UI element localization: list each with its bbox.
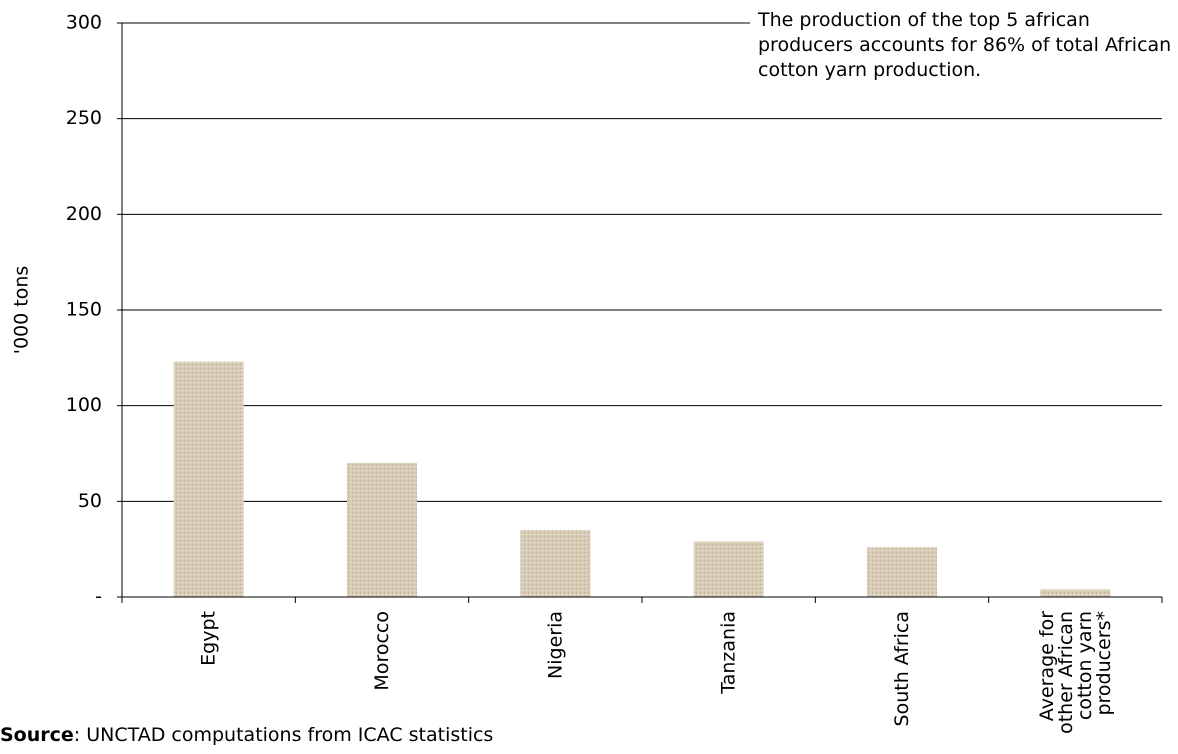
bar xyxy=(347,463,417,597)
y-tick-label: 50 xyxy=(78,490,102,512)
x-tick-label: South Africa xyxy=(891,611,913,726)
source: Source: UNCTAD computations from ICAC st… xyxy=(0,724,493,746)
x-tick-label: Morocco xyxy=(371,611,393,691)
x-tick-label: Tanzania xyxy=(718,611,740,695)
source-label: Source xyxy=(0,724,74,746)
x-tick-label: Egypt xyxy=(198,611,220,666)
x-tick-label: Average forother Africancotton yarnprodu… xyxy=(1036,611,1115,734)
y-tick-label: 250 xyxy=(66,107,102,129)
annotation: The production of the top 5 african prod… xyxy=(750,8,1178,83)
bar xyxy=(173,361,244,597)
y-tick-label: 300 xyxy=(66,12,102,34)
bar xyxy=(693,541,764,597)
y-axis-label: '000 tons xyxy=(11,266,33,355)
y-tick-label: 150 xyxy=(66,299,102,321)
bar xyxy=(867,547,937,597)
x-tick-label: Nigeria xyxy=(544,611,566,679)
y-tick-label: - xyxy=(95,586,102,608)
y-tick-label: 100 xyxy=(66,394,102,416)
source-text: : UNCTAD computations from ICAC statisti… xyxy=(73,724,494,746)
y-tick-label: 200 xyxy=(66,203,102,225)
bar xyxy=(1040,589,1111,597)
bar xyxy=(520,530,591,597)
